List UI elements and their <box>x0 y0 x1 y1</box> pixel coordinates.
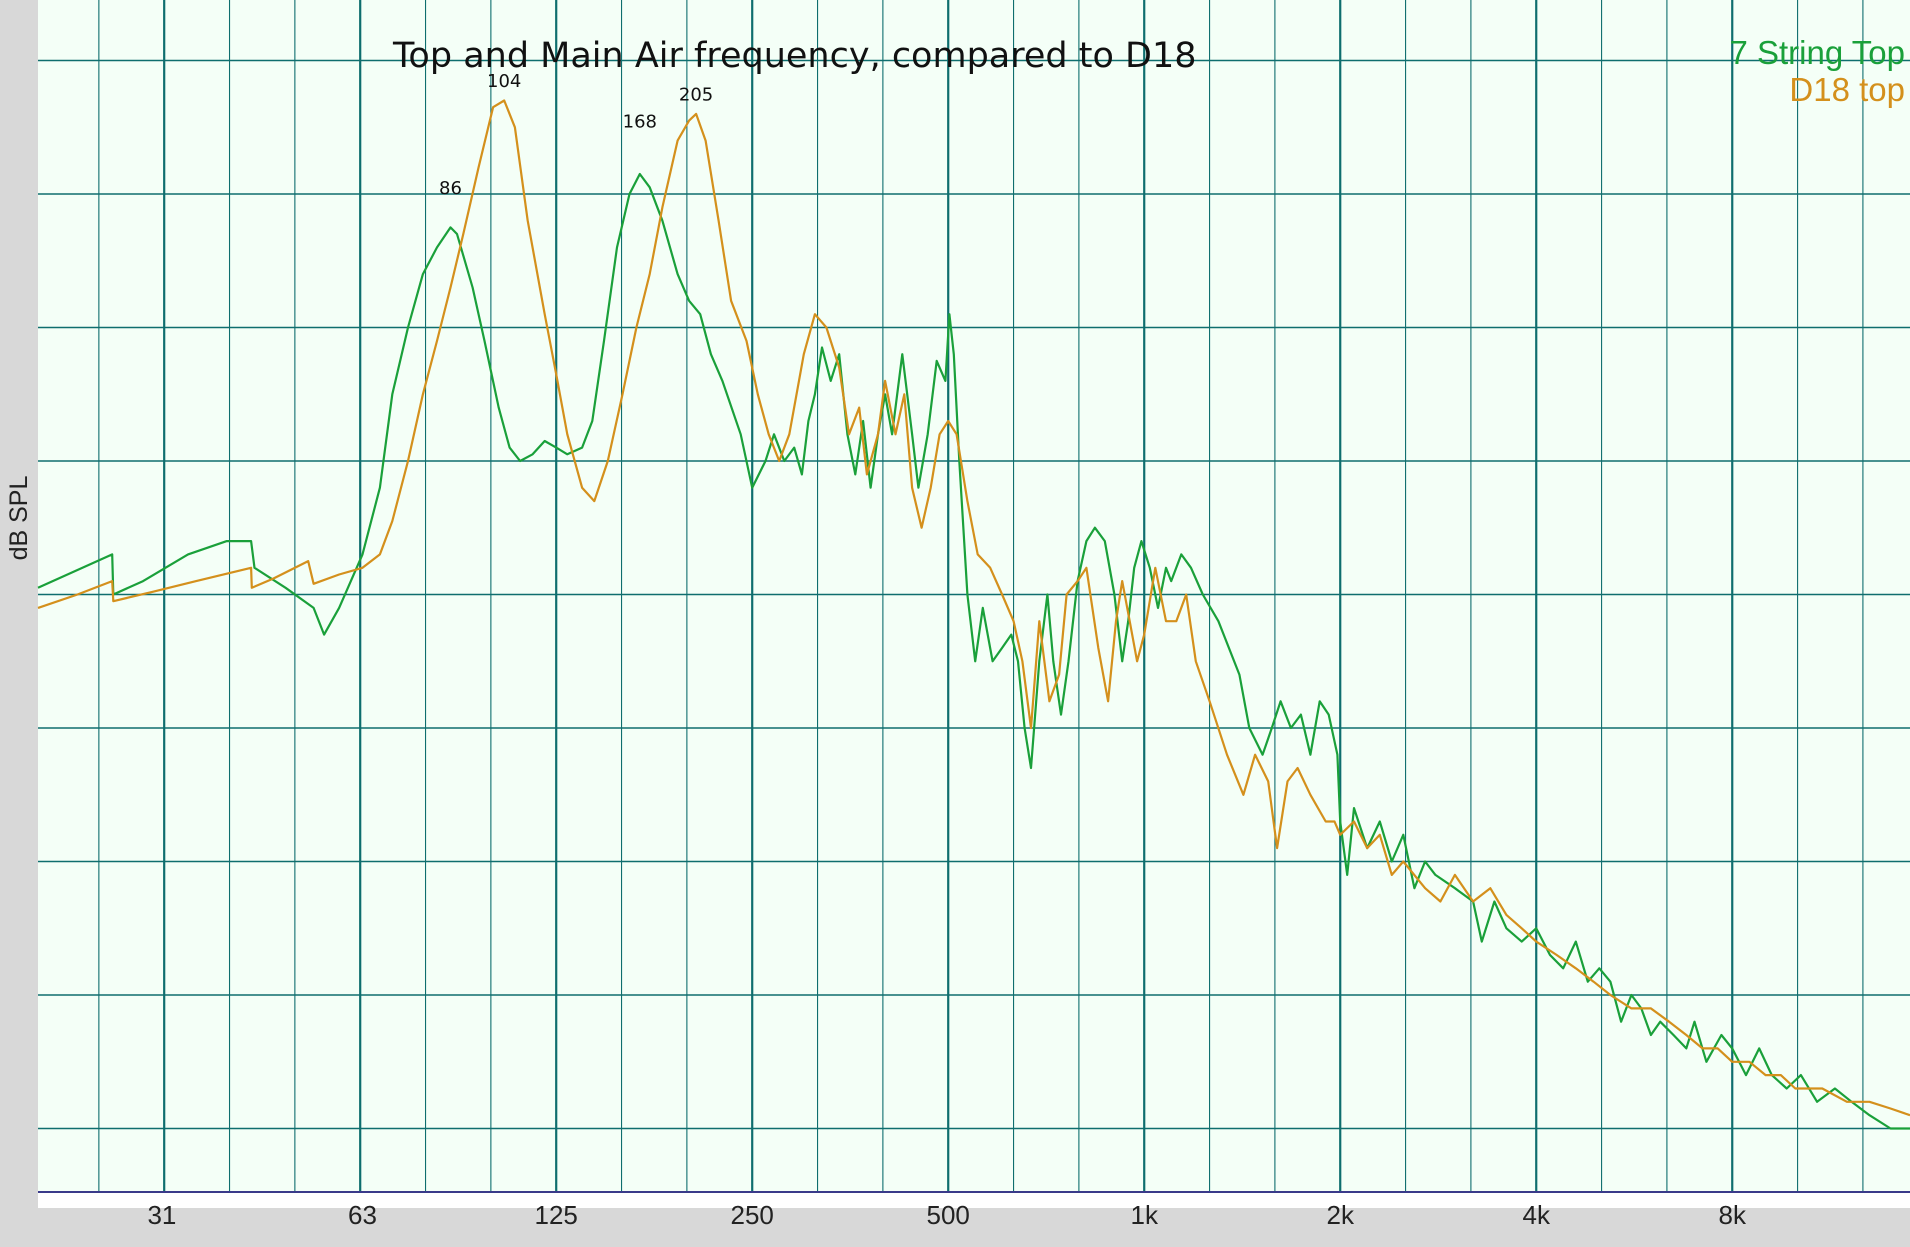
x-axis-strip <box>38 1208 1910 1247</box>
y-axis-label: dB SPL <box>5 476 33 561</box>
chart-title: Top and Main Air frequency, compared to … <box>392 36 1196 76</box>
x-tick-labels: 31 63 125 250 500 1k 2k 4k 8k <box>147 1200 1747 1230</box>
x-tick-label: 250 <box>731 1200 774 1230</box>
x-tick-label: 500 <box>927 1200 970 1230</box>
legend-entry-7-string-top: 7 String Top <box>1729 34 1905 71</box>
peak-label: 168 <box>623 111 657 132</box>
x-tick-label: 8k <box>1719 1200 1747 1230</box>
series-line-d18-top <box>37 99 1910 1117</box>
x-tick-label: 63 <box>348 1200 377 1230</box>
peak-annotations: 86 104 168 205 <box>439 71 713 199</box>
x-tick-label: 125 <box>535 1200 578 1230</box>
series-lines <box>37 99 1910 1130</box>
series-line-7-string-top <box>37 172 1910 1130</box>
grid-lines <box>38 0 1910 1192</box>
peak-label: 86 <box>439 178 462 199</box>
x-tick-label: 1k <box>1130 1200 1158 1230</box>
plot-area <box>38 0 1910 1192</box>
legend-entry-d18-top: D18 top <box>1789 71 1905 108</box>
peak-label: 104 <box>487 71 521 92</box>
peak-label: 205 <box>679 85 713 106</box>
y-axis-strip <box>0 0 38 1247</box>
x-tick-label: 2k <box>1326 1200 1354 1230</box>
x-tick-label: 4k <box>1523 1200 1551 1230</box>
x-tick-label: 31 <box>147 1200 176 1230</box>
